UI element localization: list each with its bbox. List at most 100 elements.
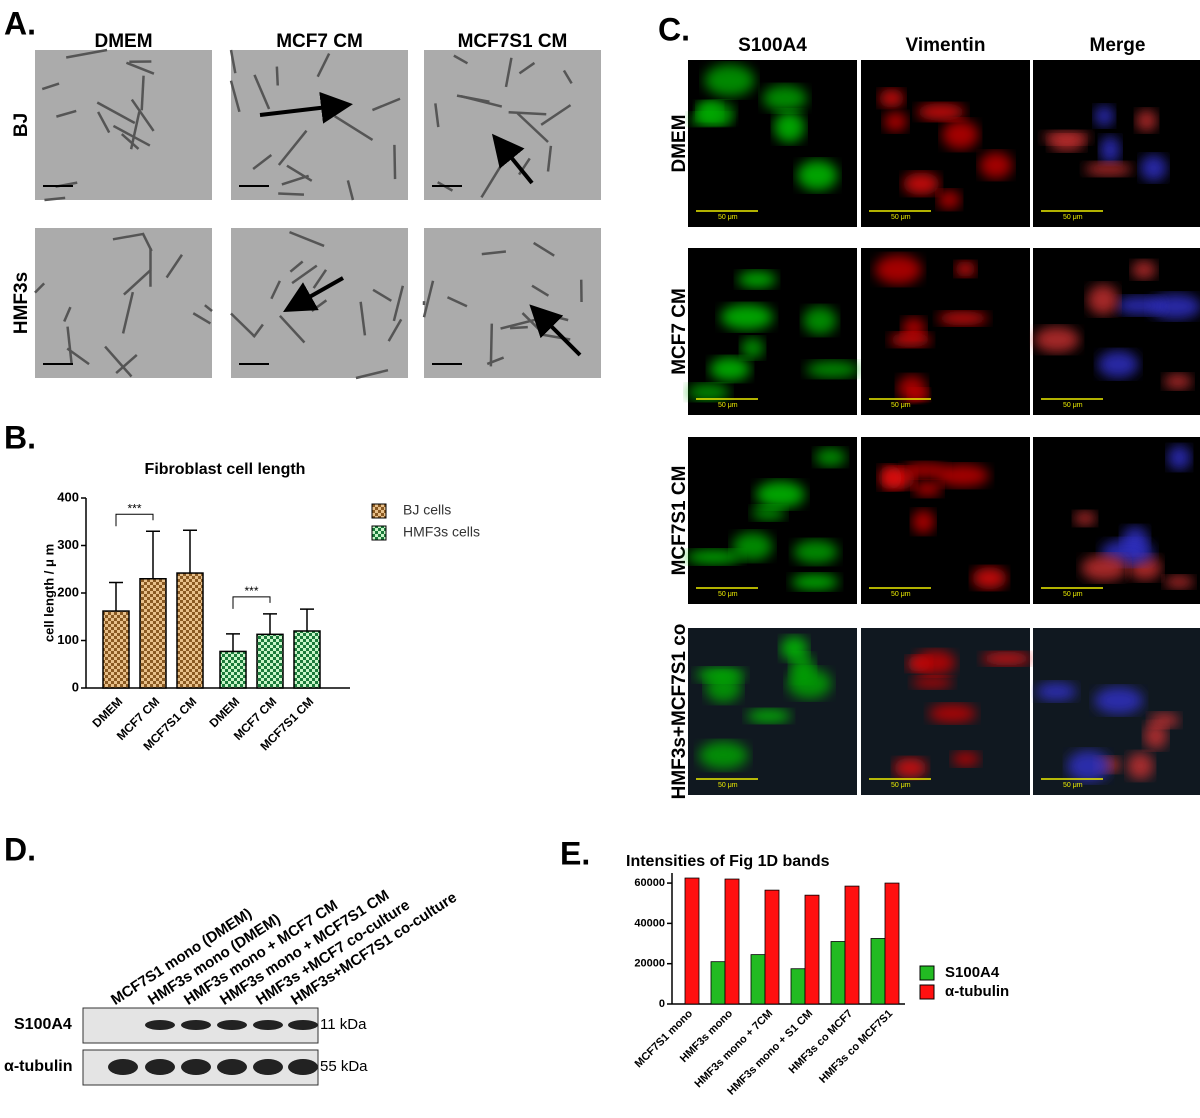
bar: [764, 889, 780, 1005]
cell: [230, 312, 256, 338]
cell: [972, 567, 1007, 590]
cell: [1097, 350, 1139, 379]
cell: [911, 676, 953, 689]
cell: [1126, 752, 1154, 780]
cell: [518, 61, 536, 75]
cell: [165, 254, 183, 279]
cell: [1081, 554, 1128, 582]
cell: [704, 64, 755, 97]
band: [145, 1020, 175, 1030]
legend-label: HMF3s cells: [403, 524, 480, 540]
chart-title: Intensities of Fig 1D bands: [626, 853, 830, 870]
bar: [844, 885, 860, 1005]
row-label: MCF7S1 CM: [669, 466, 690, 576]
band: [145, 1059, 175, 1075]
cell: [531, 284, 550, 297]
cell: [908, 388, 930, 402]
scale-label: 50 μm: [891, 782, 911, 789]
cell: [979, 151, 1013, 179]
cell: [981, 651, 1032, 666]
band: [253, 1059, 283, 1075]
cell: [762, 85, 808, 112]
scale-label: 50 μm: [891, 214, 911, 221]
cell: [392, 285, 405, 322]
row-label: α-tubulin: [4, 1058, 72, 1075]
cell: [1164, 575, 1194, 589]
cell: [814, 448, 847, 467]
scale-label: 50 μm: [891, 591, 911, 598]
cell: [289, 260, 304, 273]
cell: [289, 230, 325, 248]
cell: [936, 464, 989, 487]
cell: [780, 636, 808, 661]
legend-label: BJ cells: [403, 502, 451, 518]
scale-label: 50 μm: [718, 591, 738, 598]
cell: [878, 88, 905, 108]
cell: [709, 357, 751, 381]
bar: [139, 578, 167, 689]
cell: [270, 280, 282, 300]
cell: [937, 190, 961, 210]
cell: [372, 288, 392, 302]
cell: [883, 111, 908, 132]
bar: [724, 878, 740, 1005]
cell: [252, 154, 273, 170]
cell: [874, 254, 922, 285]
cell: [291, 264, 318, 285]
cell: [66, 347, 90, 366]
micrograph: [35, 50, 212, 200]
significance-bracket: [115, 513, 154, 527]
cell: [446, 296, 468, 308]
y-tick-label: 400: [57, 489, 79, 504]
error-bar: [263, 613, 277, 635]
micrograph: [424, 50, 601, 200]
cell: [393, 144, 397, 180]
column-label: DMEM: [94, 31, 152, 52]
cell: [705, 672, 742, 703]
cell: [942, 120, 979, 150]
cell: [1131, 260, 1157, 280]
chart-title: Fibroblast cell length: [145, 461, 306, 478]
cell: [746, 709, 791, 723]
size-label: 11 kDa: [320, 1016, 367, 1033]
cell: [737, 271, 777, 288]
cell: [698, 741, 748, 770]
scale-label: 50 μm: [718, 214, 738, 221]
cell: [115, 354, 138, 375]
x-tick-label: HMF3s mono + 7CM: [693, 1008, 776, 1091]
cell: [740, 337, 765, 359]
scale-label: 50 μm: [1063, 402, 1083, 409]
y-tick-label: 0: [659, 998, 665, 1010]
cell: [914, 650, 956, 676]
cell: [56, 109, 77, 118]
cell: [1042, 130, 1090, 145]
cell: [96, 101, 136, 125]
cell: [121, 291, 135, 334]
cell: [192, 312, 212, 325]
cell: [252, 323, 264, 339]
cell: [355, 368, 389, 380]
cell: [316, 53, 331, 78]
cell: [504, 57, 513, 88]
cell: [387, 318, 403, 342]
row-label: S100A4: [14, 1016, 72, 1033]
bar: [176, 572, 204, 689]
y-tick-label: 200: [57, 584, 79, 599]
cell: [1099, 135, 1121, 164]
annotation: ***: [127, 501, 141, 515]
x-tick-label: HMF3s co MCF7S1: [817, 1008, 895, 1086]
y-tick-label: 0: [72, 679, 79, 694]
cell: [928, 703, 977, 723]
legend-label: S100A4: [945, 964, 1000, 981]
cell: [278, 192, 305, 196]
bar: [870, 938, 886, 1005]
cell: [793, 539, 839, 564]
cell: [123, 268, 152, 296]
cell: [562, 69, 573, 85]
cell: [63, 306, 72, 323]
bar: [830, 941, 846, 1005]
cell: [902, 462, 948, 479]
row-label: MCF7 CM: [669, 288, 690, 375]
cell: [1167, 445, 1192, 471]
cell: [755, 481, 806, 509]
